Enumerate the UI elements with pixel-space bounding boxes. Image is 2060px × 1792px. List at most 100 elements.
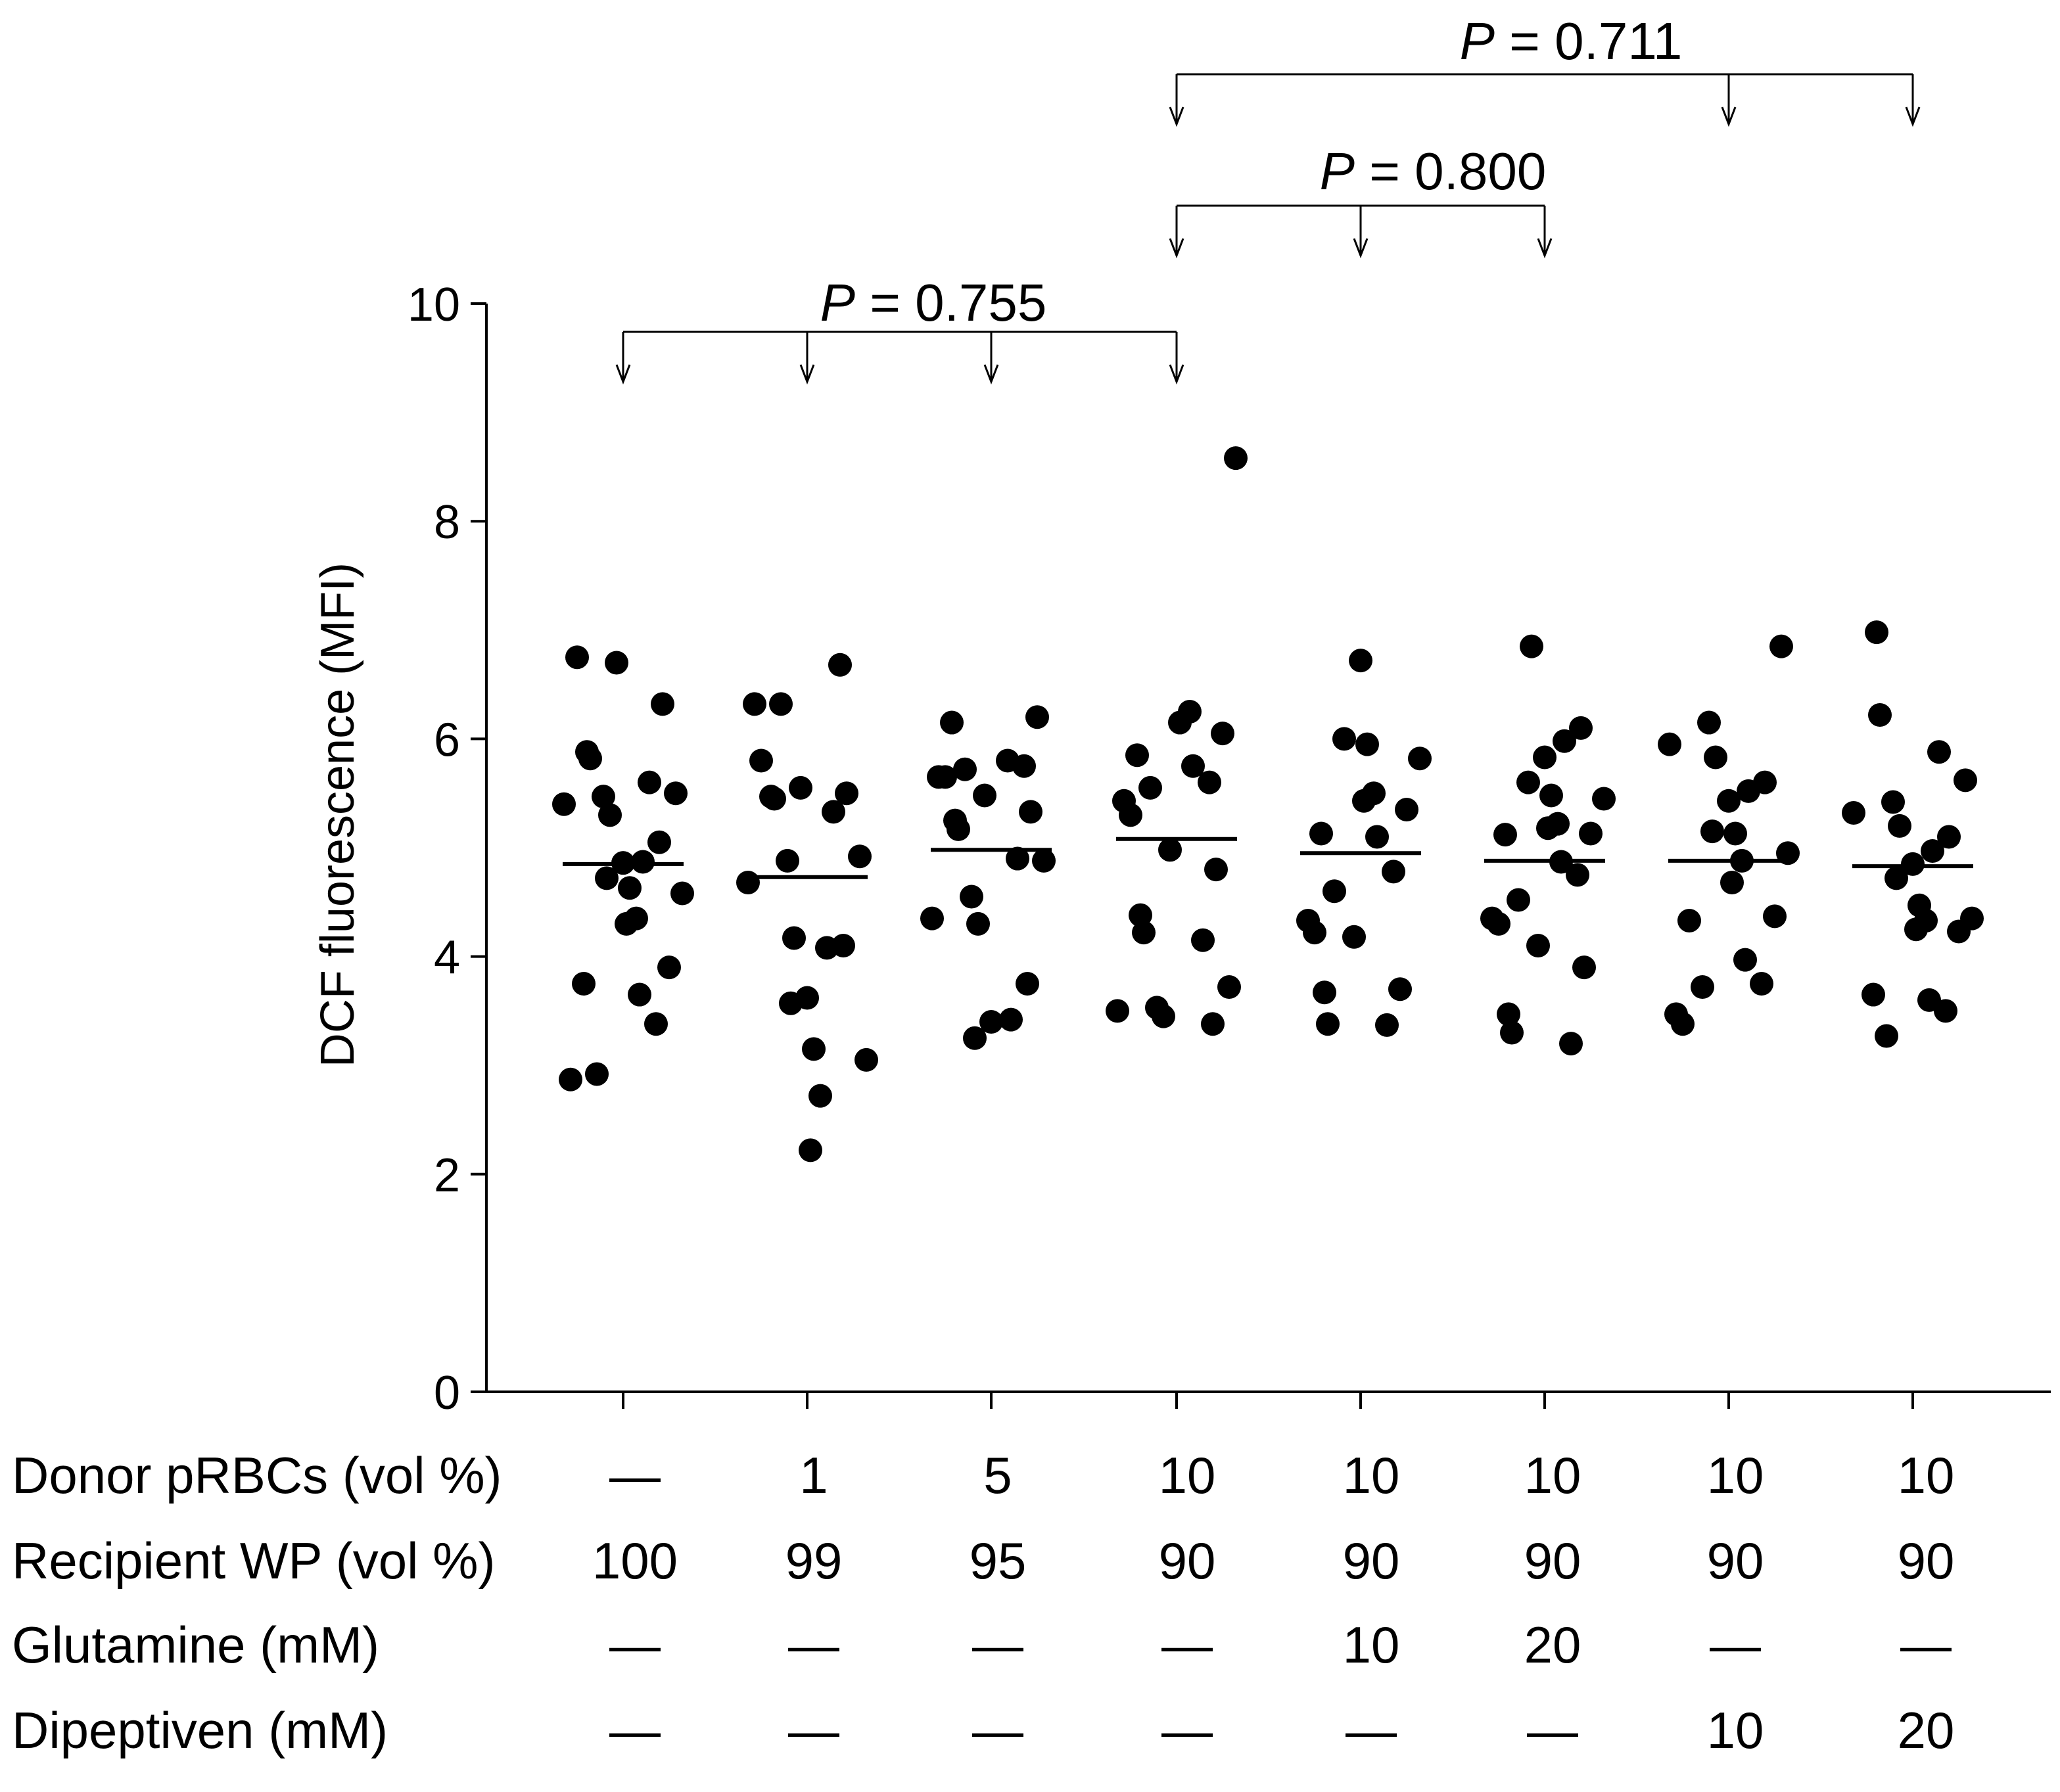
data-point [743, 692, 766, 716]
data-point [963, 1026, 987, 1050]
data-point [670, 881, 694, 906]
condition-value: 20 [1898, 1701, 1955, 1759]
data-point [947, 817, 970, 841]
data-point [1019, 800, 1042, 824]
p-value-label: P = 0.711 [1460, 12, 1683, 70]
data-point [615, 911, 638, 936]
condition-row-label: Recipient WP (vol %) [12, 1532, 495, 1590]
data-point [1884, 866, 1908, 890]
bracket-arrowhead [983, 364, 999, 385]
data-point [769, 692, 793, 716]
data-point [1671, 1012, 1695, 1036]
data-point [1408, 747, 1432, 771]
bracket-arrowhead [1169, 364, 1184, 385]
data-point [1106, 999, 1129, 1023]
data-point [1507, 888, 1530, 912]
data-point [618, 876, 642, 900]
data-point [1901, 852, 1925, 876]
condition-value: 10 [1159, 1446, 1216, 1504]
condition-value: 95 [970, 1532, 1027, 1590]
data-point [1750, 972, 1773, 996]
data-point [1861, 982, 1885, 1007]
data-point [598, 803, 622, 827]
data-point [1720, 870, 1744, 894]
data-point [762, 787, 786, 811]
data-point [1579, 821, 1603, 846]
data-point [1533, 745, 1557, 770]
data-point [1717, 789, 1741, 813]
data-point [1309, 821, 1333, 846]
y-tick-label: 0 [434, 1367, 460, 1419]
data-point [1332, 727, 1356, 751]
data-point [940, 710, 964, 735]
condition-value: — [1161, 1616, 1213, 1674]
y-axis-title: DCF fluorescence (MFI) [312, 563, 364, 1067]
condition-value: 10 [1524, 1446, 1581, 1504]
data-point [966, 911, 990, 936]
condition-value: 90 [1159, 1532, 1216, 1590]
data-point [1934, 999, 1957, 1023]
bracket-arrowhead [1721, 106, 1737, 127]
data-point [1132, 921, 1156, 945]
data-point [782, 926, 806, 950]
data-point [1119, 803, 1142, 827]
data-point [1769, 634, 1793, 658]
data-point [835, 781, 858, 806]
data-point [592, 785, 615, 809]
data-point [1868, 702, 1892, 727]
data-point [585, 1062, 609, 1086]
condition-value: — [609, 1701, 661, 1759]
data-point [802, 1037, 826, 1061]
condition-value: 10 [1343, 1446, 1400, 1504]
data-point [1553, 729, 1576, 753]
data-point [1181, 754, 1205, 778]
data-point [657, 955, 681, 980]
data-point [1723, 821, 1747, 846]
data-point [1025, 705, 1049, 729]
data-point [1211, 722, 1234, 746]
y-tick-label: 10 [408, 279, 460, 331]
data-point [1921, 839, 1944, 863]
data-point [1881, 790, 1905, 814]
axes [485, 304, 2051, 1409]
data-point [1158, 838, 1182, 862]
data-point [1168, 710, 1192, 735]
condition-value: 90 [1524, 1532, 1581, 1590]
data-point [1323, 879, 1346, 904]
data-point [1016, 972, 1039, 996]
data-point [1733, 948, 1757, 972]
data-point [638, 770, 661, 794]
data-point [1888, 814, 1911, 838]
condition-value: 10 [1898, 1446, 1955, 1504]
data-point [1539, 783, 1563, 808]
condition-value: — [609, 1616, 661, 1674]
condition-value: 90 [1898, 1532, 1955, 1590]
data-points [552, 446, 1984, 1162]
condition-value: 1 [799, 1446, 828, 1504]
data-point [1382, 860, 1405, 884]
data-point [552, 792, 576, 816]
data-point [1572, 955, 1596, 980]
condition-value: — [609, 1446, 661, 1504]
data-point [565, 645, 589, 670]
data-point [933, 765, 957, 789]
data-point [979, 1009, 1003, 1034]
data-point [644, 1012, 668, 1036]
condition-table: Donor pRBCs (vol %) — 1 5 10 10 10 10 10 Recipien… [12, 1446, 1954, 1759]
condition-value: — [972, 1701, 1023, 1759]
data-point [854, 1047, 878, 1072]
condition-value: — [1900, 1616, 1952, 1674]
condition-value: 99 [785, 1532, 843, 1590]
data-point [779, 991, 803, 1015]
data-point [1500, 1021, 1524, 1045]
comparison-brackets: P = 0.755 P = 0.800 P = 0.711 [615, 12, 1921, 385]
data-point [578, 747, 602, 771]
data-point [605, 651, 628, 675]
condition-row-label: Dipeptiven (mM) [12, 1701, 388, 1759]
data-point [1658, 732, 1681, 756]
data-point [1875, 1024, 1898, 1048]
data-point [628, 982, 651, 1007]
data-point [749, 748, 773, 773]
condition-value: — [972, 1616, 1023, 1674]
data-point [1355, 732, 1379, 756]
